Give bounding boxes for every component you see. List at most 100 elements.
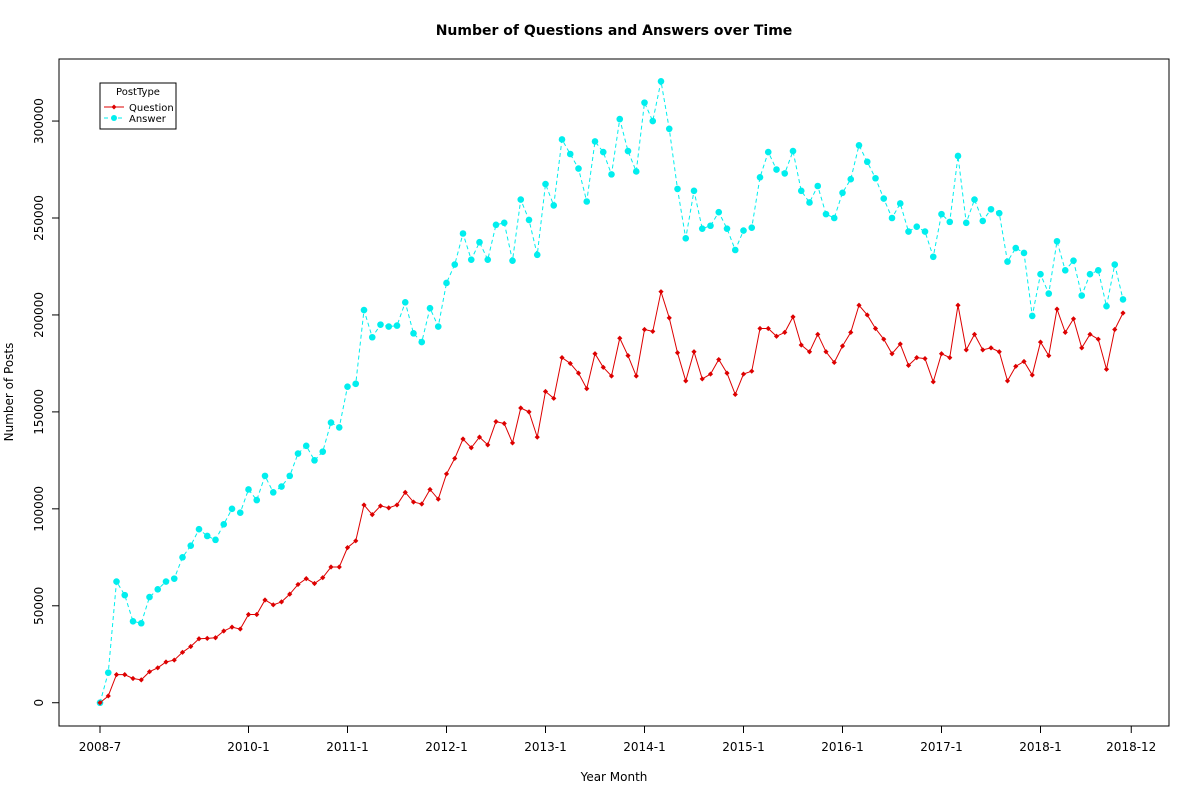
data-point-question: [996, 349, 1002, 355]
x-tick-label: 2016-1: [821, 740, 864, 754]
data-point-answer: [830, 214, 838, 222]
data-point-question: [782, 329, 788, 335]
data-point-answer: [212, 536, 219, 544]
data-point-answer: [863, 158, 871, 166]
data-point-answer: [781, 170, 789, 177]
data-point-answer: [1045, 290, 1053, 297]
data-point-answer: [583, 198, 591, 205]
data-point-question: [790, 314, 796, 320]
data-point-question: [608, 373, 615, 379]
data-point-answer: [1078, 292, 1086, 299]
data-point-question: [1120, 310, 1126, 316]
data-point-answer: [971, 196, 978, 203]
data-point-question: [361, 502, 367, 508]
data-point-answer: [657, 78, 665, 85]
data-point-question: [666, 315, 672, 321]
data-point-question: [707, 371, 714, 377]
data-point-question: [1070, 316, 1077, 322]
data-point-answer: [888, 214, 896, 222]
legend-question-marker: [111, 104, 117, 110]
data-point-answer: [261, 472, 269, 480]
y-tick-label: 100000: [32, 486, 46, 532]
data-point-answer: [847, 175, 855, 183]
data-point-question: [1062, 329, 1068, 335]
series-layer: [96, 78, 1127, 707]
data-point-question: [212, 635, 219, 641]
data-point-answer: [566, 150, 574, 158]
data-point-question: [674, 350, 681, 356]
data-point-answer: [740, 227, 747, 234]
data-point-answer: [641, 99, 648, 106]
data-point-answer: [938, 210, 945, 218]
data-point-answer: [995, 209, 1003, 217]
data-point-answer: [1061, 267, 1069, 274]
data-point-question: [963, 347, 969, 353]
data-point-answer: [698, 225, 706, 232]
data-point-answer: [855, 141, 863, 149]
data-point-question: [897, 341, 903, 347]
data-point-question: [650, 328, 656, 335]
data-point-question: [592, 351, 598, 357]
data-point-answer: [492, 221, 500, 229]
data-point-question: [452, 455, 458, 462]
data-point-question: [386, 505, 392, 511]
data-point-question: [443, 471, 450, 477]
data-point-question: [270, 602, 276, 608]
data-point-answer: [137, 619, 145, 627]
data-point-answer: [294, 450, 302, 457]
data-point-question: [221, 628, 227, 634]
y-axis: 0 50000 100000 150000 200000 250000 300000: [32, 98, 60, 707]
data-point-question: [699, 376, 705, 382]
data-point-question: [584, 386, 590, 392]
data-point-question: [229, 624, 235, 630]
chart-title: Number of Questions and Answers over Tim…: [436, 23, 793, 39]
data-point-question: [254, 611, 260, 618]
data-point-answer: [542, 180, 549, 188]
data-point-question: [295, 581, 301, 588]
data-point-question: [815, 331, 821, 337]
data-point-question: [353, 538, 359, 544]
data-point-question: [716, 356, 722, 363]
data-point-question: [889, 351, 895, 357]
x-tick-label: 2017-1: [920, 740, 963, 754]
data-point-answer: [368, 333, 376, 341]
data-point-answer: [418, 338, 426, 346]
data-point-answer: [426, 304, 434, 312]
data-point-question: [196, 636, 202, 642]
data-point-answer: [253, 496, 261, 504]
data-point-answer: [352, 380, 360, 388]
data-point-answer: [591, 138, 599, 145]
x-tick-label: 2013-1: [524, 740, 567, 754]
data-point-question: [245, 611, 252, 618]
data-point-question: [988, 345, 994, 351]
data-point-answer: [236, 509, 244, 517]
data-point-answer: [707, 222, 714, 230]
x-tick-label: 2008-7: [79, 740, 122, 754]
data-point-question: [617, 335, 623, 341]
data-point-question: [419, 501, 425, 507]
legend-title: PostType: [116, 87, 160, 98]
data-point-question: [311, 580, 318, 587]
data-point-question: [600, 364, 606, 370]
data-point-answer: [113, 578, 120, 585]
data-point-question: [691, 349, 697, 355]
data-point-answer: [1070, 257, 1077, 264]
data-point-question: [188, 643, 194, 650]
data-point-answer: [104, 669, 112, 676]
data-point-answer: [319, 448, 327, 455]
data-point-question: [658, 289, 664, 295]
data-point-question: [938, 351, 945, 357]
x-tick-label: 2014-1: [623, 740, 666, 754]
data-point-question: [683, 378, 689, 384]
data-point-question: [757, 325, 763, 332]
data-point-answer: [880, 195, 888, 202]
data-point-question: [724, 370, 730, 376]
data-point-answer: [624, 147, 632, 155]
data-point-answer: [690, 187, 698, 195]
data-point-question: [1046, 353, 1052, 359]
data-point-answer: [302, 442, 310, 450]
data-point-question: [806, 349, 813, 355]
data-point-answer: [789, 147, 797, 155]
data-point-answer: [1111, 261, 1119, 268]
